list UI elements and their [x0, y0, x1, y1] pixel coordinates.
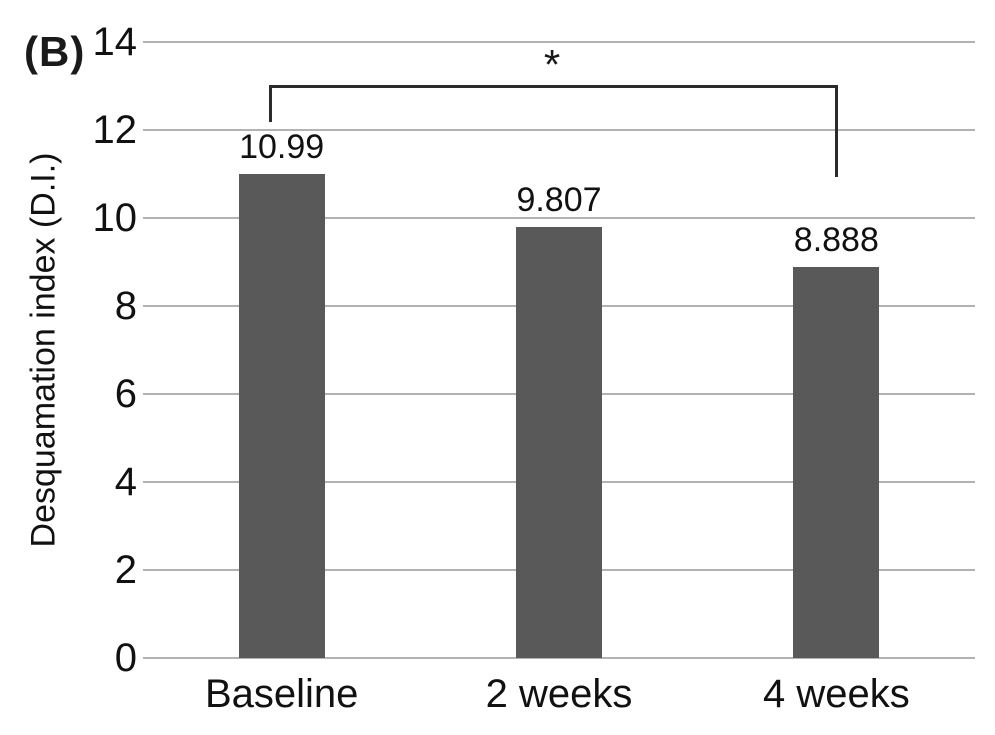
bar-chart-plot-area: 0 2 4 6 8 10 12 14 10.99 Baseline 9.807 2 weeks 8.88… — [93, 22, 975, 716]
y-tick-label-6: 6 — [114, 372, 137, 416]
x-category-label-4-weeks: 4 weeks — [762, 672, 910, 716]
x-category-label-baseline: Baseline — [204, 672, 359, 716]
gridline-y-12 — [143, 129, 975, 131]
bar-value-label-4-weeks: 8.888 — [793, 220, 879, 259]
bar-baseline — [238, 174, 325, 658]
y-axis-title: Desquamation index (D.I.) — [24, 152, 63, 548]
bar-value-label-2-weeks: 9.807 — [516, 180, 602, 219]
gridline-y-10 — [143, 217, 975, 219]
bar-4-weeks — [793, 266, 880, 658]
y-tick-label-2: 2 — [114, 548, 137, 592]
panel-label: (B) — [24, 28, 86, 75]
significance-bracket-right-leg — [835, 85, 839, 177]
gridline-y-0 — [143, 657, 975, 659]
significance-bracket-left-leg — [268, 85, 272, 122]
y-tick-label-8: 8 — [114, 284, 137, 328]
y-tick-label-12: 12 — [92, 108, 138, 152]
significance-asterisk: * — [543, 41, 561, 88]
bar-value-label-baseline: 10.99 — [239, 128, 325, 167]
bar-2-weeks — [516, 226, 602, 658]
x-category-label-2-weeks: 2 weeks — [485, 672, 633, 716]
y-tick-label-14: 14 — [92, 20, 138, 64]
y-tick-label-0: 0 — [114, 636, 137, 680]
y-tick-label-4: 4 — [114, 460, 137, 504]
y-tick-label-10: 10 — [92, 196, 138, 240]
gridline-y-14 — [143, 41, 975, 43]
significance-bracket-horizontal — [268, 85, 839, 88]
